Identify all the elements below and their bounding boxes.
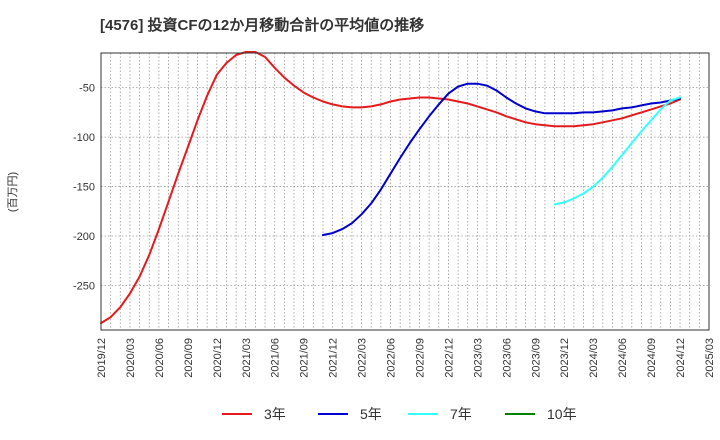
y-tick-label: -50 xyxy=(79,83,95,95)
x-tick-label: 2020/12 xyxy=(212,338,224,378)
x-tick-label: 2022/03 xyxy=(357,338,369,378)
legend-label-10年: 10年 xyxy=(547,406,577,422)
plot-border xyxy=(100,52,710,331)
x-tick-label: 2022/06 xyxy=(386,338,398,378)
x-tick-label: 2023/09 xyxy=(530,338,542,378)
legend: 3年 5年 7年 10年 xyxy=(222,406,577,422)
y-axis-label: (百万円) xyxy=(7,172,19,212)
x-tick-label: 2021/03 xyxy=(241,338,253,378)
legend-label-7年: 7年 xyxy=(450,406,472,422)
x-tick-label: 2021/06 xyxy=(270,338,282,378)
x-tick-label: 2025/03 xyxy=(704,338,716,378)
grid xyxy=(100,53,710,330)
x-tick-label: 2023/12 xyxy=(559,338,571,378)
x-tick-label: 2019/12 xyxy=(96,338,108,378)
x-tick-label: 2024/06 xyxy=(617,338,629,378)
x-tick-label: 2021/12 xyxy=(328,338,340,378)
x-tick-label: 2020/09 xyxy=(183,338,195,378)
x-tick-label: 2020/06 xyxy=(154,338,166,378)
y-tick-label: -150 xyxy=(73,182,95,194)
x-tick-label: 2024/09 xyxy=(646,338,658,378)
y-axis-ticks: -50 -100 -150 -200 -250 xyxy=(73,83,95,293)
y-tick-label: -100 xyxy=(73,132,95,144)
series-line-5年 xyxy=(322,82,681,236)
x-tick-label: 2023/06 xyxy=(501,338,513,378)
legend-label-5年: 5年 xyxy=(360,406,382,422)
x-tick-label: 2022/09 xyxy=(414,338,426,378)
x-tick-label: 2020/03 xyxy=(125,338,137,378)
chart-title: [4576] 投資CFの12か月移動合計の平均値の推移 xyxy=(100,16,424,34)
series-line-3年 xyxy=(100,51,681,325)
series-lines xyxy=(100,51,681,325)
plot-area xyxy=(101,53,709,330)
legend-label-3年: 3年 xyxy=(264,406,286,422)
x-tick-label: 2023/03 xyxy=(472,338,484,378)
x-tick-label: 2024/03 xyxy=(588,338,600,378)
x-tick-label: 2024/12 xyxy=(675,338,687,378)
series-line-7年 xyxy=(553,96,681,206)
x-axis-ticks: 2019/12 2020/03 2020/06 2020/09 2020/12 2021/… xyxy=(96,338,716,378)
x-tick-label: 2021/09 xyxy=(299,338,311,378)
y-tick-label: -200 xyxy=(73,231,95,243)
x-tick-label: 2022/12 xyxy=(443,338,455,378)
y-tick-label: -250 xyxy=(73,280,95,292)
